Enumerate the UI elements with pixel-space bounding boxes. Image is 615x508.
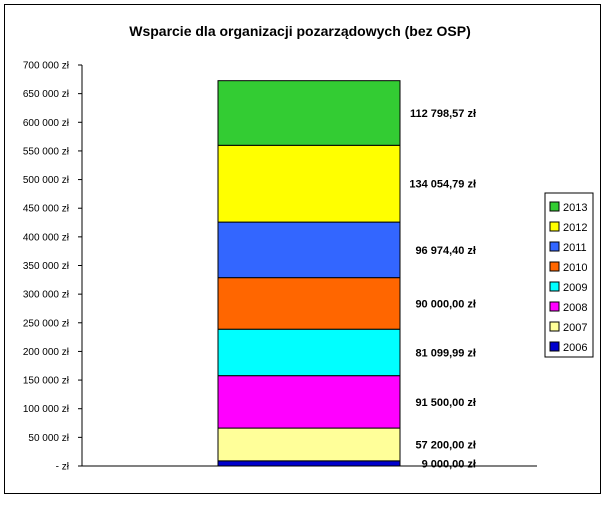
stacked-bar bbox=[217, 80, 401, 467]
legend-swatch-2007 bbox=[549, 321, 560, 332]
legend: 2013 2012 2011 2010 2009 2008 2007 2006 bbox=[544, 192, 594, 358]
y-tick-label: 700 000 zł bbox=[23, 61, 70, 72]
legend-swatch-2009 bbox=[549, 281, 560, 292]
bar-segment-2012 bbox=[217, 144, 401, 223]
legend-label-2013: 2013 bbox=[563, 202, 587, 214]
data-label-2006: 9 000,00 zł bbox=[422, 458, 476, 470]
y-tick-label: 650 000 zł bbox=[23, 89, 70, 100]
y-axis: - zł 50 000 zł 100 000 zł 150 000 zł 200 000… bbox=[23, 61, 537, 473]
data-labels: 9 000,00 zł 57 200,00 zł 91 500,00 zł 81 09… bbox=[409, 108, 476, 470]
legend-label-2010: 2010 bbox=[563, 262, 587, 274]
data-label-2008: 91 500,00 zł bbox=[415, 397, 476, 409]
data-label-2011: 96 974,40 zł bbox=[415, 245, 476, 257]
data-label-2007: 57 200,00 zł bbox=[415, 439, 476, 451]
data-label-2012: 134 054,79 zł bbox=[409, 179, 476, 191]
legend-label-2011: 2011 bbox=[563, 242, 587, 254]
legend-swatch-2012 bbox=[549, 221, 560, 232]
y-tick-label: 200 000 zł bbox=[23, 347, 70, 358]
legend-swatch-2006 bbox=[549, 341, 560, 352]
data-label-2013: 112 798,57 zł bbox=[410, 108, 476, 120]
y-tick-label: 550 000 zł bbox=[23, 146, 70, 157]
y-tick-label: 150 000 zł bbox=[23, 376, 70, 387]
bar-segment-2009 bbox=[217, 328, 401, 377]
y-tick-label: 600 000 zł bbox=[23, 118, 70, 129]
y-tick-label: 250 000 zł bbox=[23, 318, 70, 329]
y-tick-label: 300 000 zł bbox=[23, 290, 70, 301]
y-tick-label: 50 000 zł bbox=[28, 433, 69, 444]
chart-title: Wsparcie dla organizacji pozarządowych (… bbox=[129, 23, 471, 39]
y-tick-label: 450 000 zł bbox=[23, 204, 70, 215]
legend-label-2009: 2009 bbox=[563, 282, 587, 294]
legend-swatch-2008 bbox=[549, 301, 560, 312]
data-label-2010: 90 000,00 zł bbox=[415, 298, 476, 310]
bar-segment-2007 bbox=[217, 427, 401, 462]
y-tick-label: - zł bbox=[56, 462, 70, 473]
bar-segment-2008 bbox=[217, 375, 401, 429]
legend-swatch-2013 bbox=[549, 201, 560, 212]
bar-segment-2013 bbox=[217, 80, 401, 146]
legend-swatch-2010 bbox=[549, 261, 560, 272]
bar-segment-2010 bbox=[217, 277, 401, 330]
y-tick-label: 100 000 zł bbox=[23, 404, 70, 415]
y-tick-label: 500 000 zł bbox=[23, 175, 70, 186]
y-tick-label: 400 000 zł bbox=[23, 232, 70, 243]
legend-label-2008: 2008 bbox=[563, 302, 587, 314]
legend-label-2007: 2007 bbox=[563, 322, 587, 334]
data-label-2009: 81 099,99 zł bbox=[415, 347, 476, 359]
legend-label-2006: 2006 bbox=[563, 342, 587, 354]
legend-swatch-2011 bbox=[549, 241, 560, 252]
bar-segment-2006 bbox=[217, 460, 401, 467]
bar-segment-2011 bbox=[217, 221, 401, 279]
y-tick-label: 350 000 zł bbox=[23, 261, 70, 272]
legend-label-2012: 2012 bbox=[563, 222, 587, 234]
